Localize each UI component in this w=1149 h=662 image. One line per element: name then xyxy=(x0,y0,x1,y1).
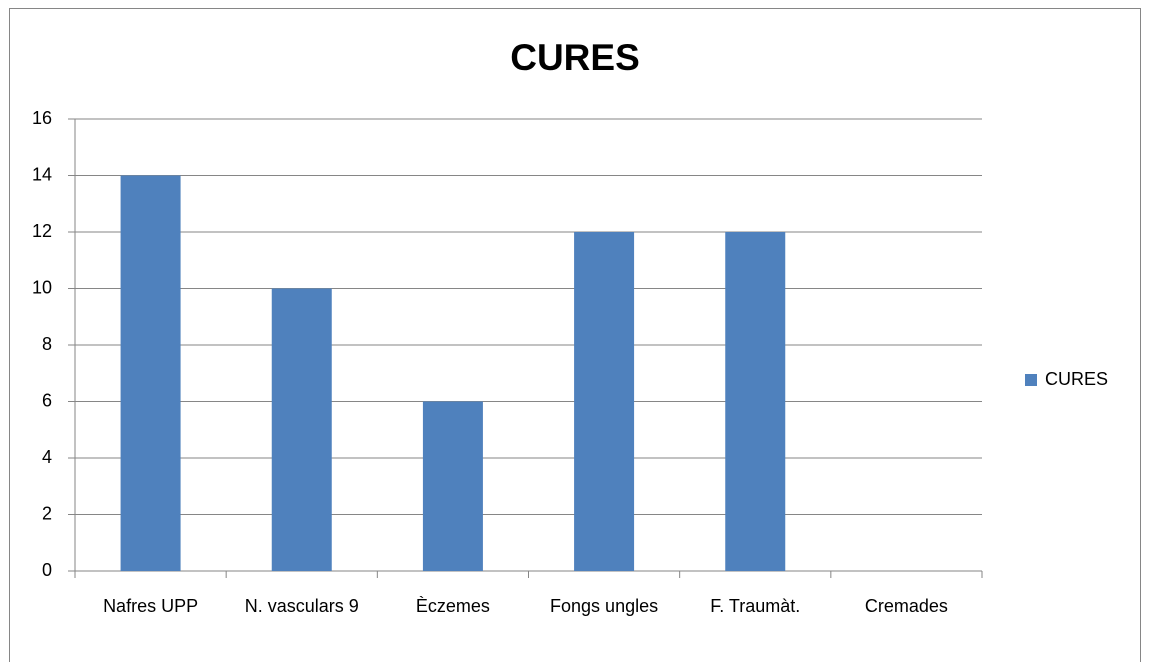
bar xyxy=(574,232,635,571)
x-tick-label: Èczemes xyxy=(416,596,490,616)
x-tick-label: F. Traumàt. xyxy=(710,596,800,616)
x-tick-label: Cremades xyxy=(865,596,948,616)
x-tick-label: Fongs ungles xyxy=(550,596,658,616)
y-tick-label: 16 xyxy=(32,108,52,128)
legend-swatch xyxy=(1025,374,1037,386)
y-tick-label: 4 xyxy=(42,447,52,467)
y-tick-label: 10 xyxy=(32,277,52,297)
bar xyxy=(422,401,483,571)
chart-title: CURES xyxy=(510,37,640,78)
x-tick-label: N. vasculars 9 xyxy=(245,596,359,616)
x-tick-label: Nafres UPP xyxy=(103,596,198,616)
bar xyxy=(120,175,181,571)
y-tick-label: 12 xyxy=(32,221,52,241)
y-tick-label: 2 xyxy=(42,503,52,523)
y-tick-label: 6 xyxy=(42,390,52,410)
bar xyxy=(271,288,332,571)
y-tick-label: 14 xyxy=(32,164,52,184)
bar xyxy=(725,232,786,571)
y-tick-label: 8 xyxy=(42,334,52,354)
y-tick-label: 0 xyxy=(42,560,52,580)
legend-label: CURES xyxy=(1045,369,1108,389)
